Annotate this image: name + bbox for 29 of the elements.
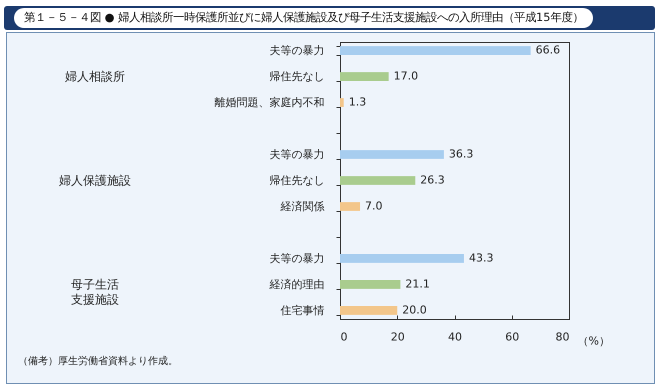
text: 婦人保護施設	[59, 174, 131, 188]
y-tick-label: 夫等の暴力	[270, 44, 324, 58]
y-tick-label: 経済的理由	[268, 278, 324, 291]
data-label: 21.1	[405, 277, 430, 290]
text: 婦人相談所	[65, 70, 125, 84]
data-label: 20.0	[402, 303, 427, 316]
x-tick-label: 0	[340, 330, 348, 344]
y-tick-label: 住宅事情	[280, 304, 324, 317]
text: （備考）厚生労働省資料より作成。	[18, 355, 178, 367]
x-tick-label: 80	[556, 330, 570, 344]
data-label: 7.0	[365, 199, 383, 212]
chart-title: 第１－５－４図 ● 婦人相談所一時保護所並びに婦人保護施設及び母子生活支援施設への入所理由（平成15年度）	[14, 8, 594, 28]
y-tick-label: 離婚問題、家庭内不和	[214, 96, 324, 110]
x-tick-label: 20	[390, 330, 405, 344]
x-tick-label: 60	[505, 330, 520, 344]
data-label: 43.3	[468, 251, 494, 264]
data-label: 36.3	[448, 148, 474, 161]
y-tick-label: 夫等の暴力	[270, 252, 324, 265]
data-label: 66.6	[536, 44, 560, 57]
y-tick-label: 夫等の暴力	[270, 148, 324, 162]
data-label: 26.3	[420, 174, 445, 186]
y-tick-label: 帰住先なし	[270, 70, 324, 84]
y-tick-label: 帰住先なし	[270, 174, 324, 187]
data-label: 17.0	[394, 70, 418, 83]
x-tick-label: 40	[448, 330, 462, 344]
x-axis-title: （%）	[578, 334, 610, 348]
data-label: 1.3	[348, 96, 366, 109]
text: 母子生活支援施設	[71, 277, 119, 306]
y-tick-label: 経済関係	[280, 200, 324, 213]
